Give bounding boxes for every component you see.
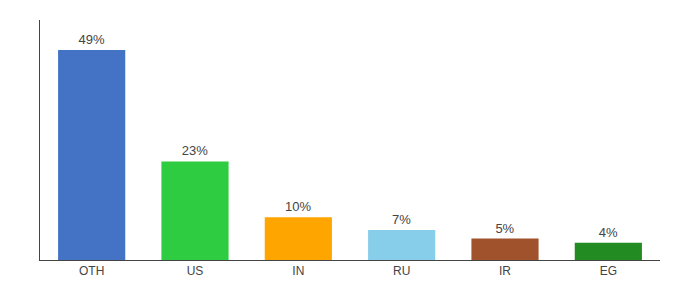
svg-text:RU: RU bbox=[393, 264, 410, 278]
svg-text:IN: IN bbox=[292, 264, 304, 278]
svg-text:7%: 7% bbox=[392, 212, 411, 227]
svg-text:5%: 5% bbox=[495, 221, 514, 236]
svg-text:23%: 23% bbox=[182, 143, 208, 158]
svg-text:49%: 49% bbox=[78, 32, 104, 47]
svg-text:10%: 10% bbox=[285, 199, 311, 214]
svg-text:EG: EG bbox=[600, 264, 617, 278]
svg-text:4%: 4% bbox=[599, 225, 618, 240]
svg-text:OTH: OTH bbox=[79, 264, 104, 278]
svg-text:US: US bbox=[187, 264, 204, 278]
svg-text:IR: IR bbox=[499, 264, 511, 278]
